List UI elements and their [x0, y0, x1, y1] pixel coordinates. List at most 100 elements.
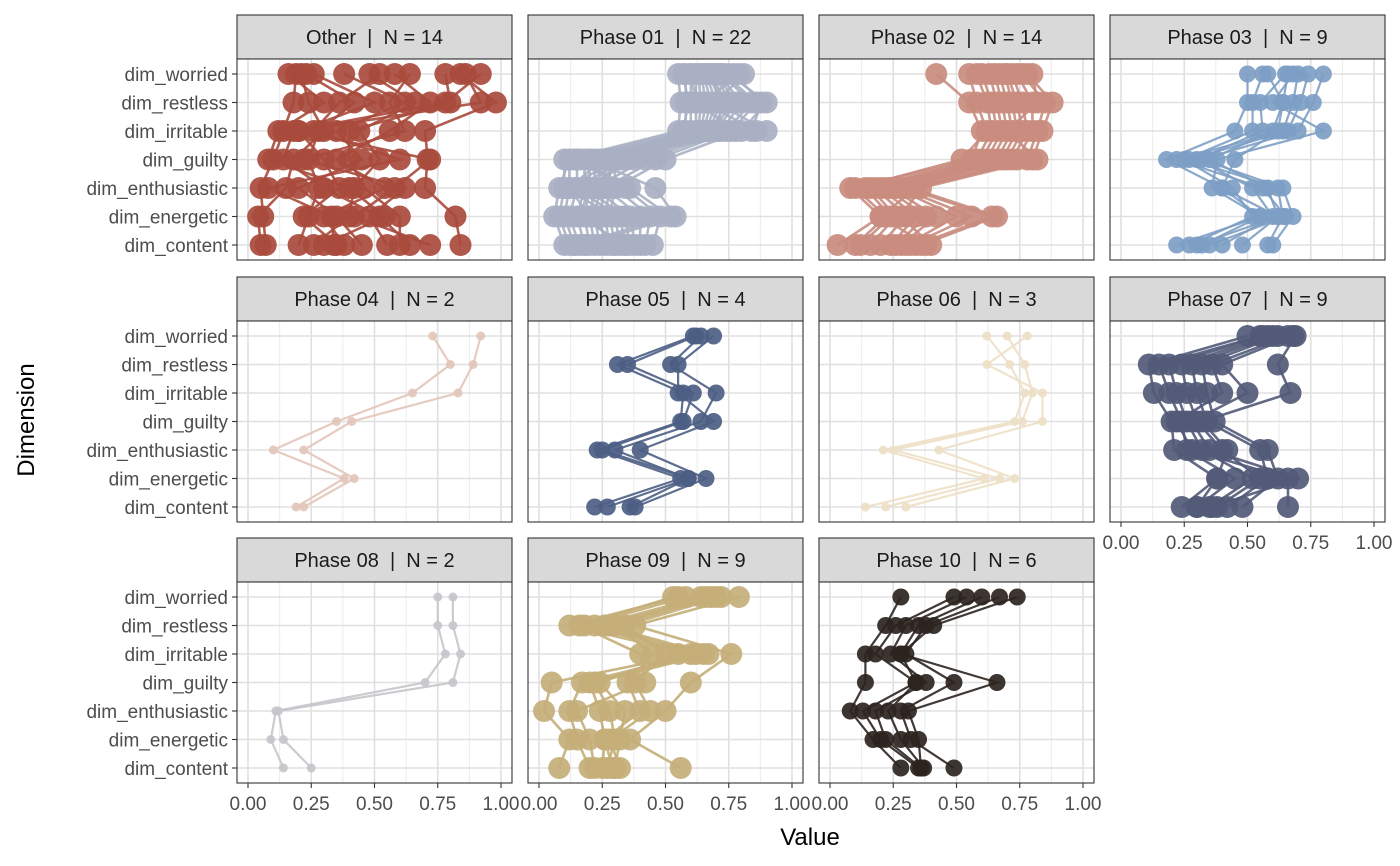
data-point	[1038, 388, 1048, 398]
data-series	[1188, 65, 1292, 254]
data-point	[945, 674, 963, 691]
data-point	[631, 441, 649, 459]
y-tick-label: dim_content	[124, 498, 228, 519]
data-point	[1299, 65, 1317, 83]
data-point	[608, 757, 631, 779]
facet-strip-label: Phase 02 | N = 14	[871, 27, 1042, 49]
facet-panel: Phase 05 | N = 4	[527, 276, 804, 523]
data-point	[476, 331, 486, 341]
data-point	[910, 177, 933, 199]
data-point	[705, 413, 723, 430]
facet-plot-border	[1109, 58, 1386, 261]
data-point	[1185, 496, 1208, 518]
data-point	[662, 586, 685, 608]
data-point	[368, 63, 391, 85]
facet-strip	[818, 14, 1095, 60]
x-tick-label: 0.75	[1001, 794, 1038, 815]
y-tick-label: dim_energetic	[109, 208, 228, 229]
facet-strip	[818, 276, 1095, 322]
data-point	[428, 331, 438, 341]
data-series	[565, 586, 685, 779]
data-point	[1279, 382, 1302, 404]
facet-panel: Phase 08 | N = 2 dim_worried dim_restlessd…	[86, 537, 520, 815]
facet-strip	[1109, 14, 1386, 60]
panels-layer: Other | N = 14dim_worrieddim_restlessdim…	[86, 14, 1392, 815]
data-point	[448, 621, 458, 630]
facet-panel: Phase 10 | N = 6 0.00 0.25 0.50 0.75 1.00	[812, 537, 1101, 815]
data-point	[920, 234, 943, 256]
data-point	[641, 234, 664, 256]
data-point	[257, 177, 280, 199]
data-point	[988, 674, 1006, 691]
data-point	[881, 502, 891, 512]
data-point	[484, 91, 507, 114]
data-point	[373, 205, 396, 228]
data-point	[995, 474, 1005, 483]
data-point	[892, 588, 910, 606]
data-point	[705, 327, 723, 345]
data-point	[634, 671, 657, 694]
data-point	[934, 445, 944, 455]
data-point	[1251, 94, 1269, 111]
data-point	[598, 728, 621, 751]
data-point	[1284, 65, 1302, 83]
data-point	[543, 205, 566, 228]
data-point	[877, 731, 895, 748]
data-point	[1190, 410, 1213, 433]
facet-grid	[237, 321, 512, 522]
data-point	[982, 331, 992, 341]
data-series	[626, 327, 723, 516]
y-tick-label: dim_guilty	[142, 413, 228, 434]
data-point	[912, 759, 930, 777]
data-point	[1259, 65, 1277, 83]
y-tick-label: dim_content	[124, 759, 228, 780]
data-point	[606, 441, 624, 459]
data-point	[312, 91, 335, 114]
data-point	[899, 702, 917, 720]
data-point	[910, 731, 928, 748]
data-point	[669, 384, 687, 402]
data-point	[407, 388, 417, 398]
data-point	[750, 91, 773, 114]
data-point	[398, 234, 421, 256]
data-point	[433, 592, 443, 602]
data-series	[568, 63, 733, 256]
data-point	[338, 177, 361, 199]
data-point	[945, 759, 963, 777]
data-point	[755, 120, 778, 142]
x-tick-label: 0.75	[1292, 533, 1329, 554]
x-tick-label: 0.50	[647, 794, 684, 815]
facet-plot-border	[527, 58, 804, 261]
data-point	[1026, 148, 1049, 171]
data-point	[338, 120, 361, 142]
data-point	[1233, 236, 1251, 254]
x-tick-label: 1.00	[483, 794, 520, 815]
y-tick-label: dim_irritable	[125, 645, 228, 666]
data-point	[684, 384, 702, 402]
data-point	[448, 592, 458, 602]
data-point	[278, 763, 288, 773]
data-point	[434, 91, 457, 114]
data-point	[453, 388, 463, 398]
data-point	[302, 120, 325, 142]
data-point	[363, 91, 386, 114]
data-point	[312, 234, 335, 256]
data-point	[1236, 382, 1259, 404]
data-point	[925, 63, 948, 85]
data-point	[583, 757, 606, 779]
data-point	[626, 498, 644, 516]
data-point	[593, 441, 611, 459]
data-point	[700, 63, 723, 85]
data-point	[398, 63, 421, 85]
data-point	[338, 148, 361, 171]
data-point	[312, 177, 335, 199]
data-point	[869, 205, 892, 228]
data-point	[553, 234, 576, 256]
data-point	[654, 148, 677, 171]
data-point	[332, 417, 342, 426]
y-tick-label: dim_guilty	[142, 674, 228, 695]
data-point	[867, 645, 885, 663]
data-point	[456, 649, 466, 659]
data-point	[1304, 94, 1322, 111]
data-point	[267, 120, 290, 142]
